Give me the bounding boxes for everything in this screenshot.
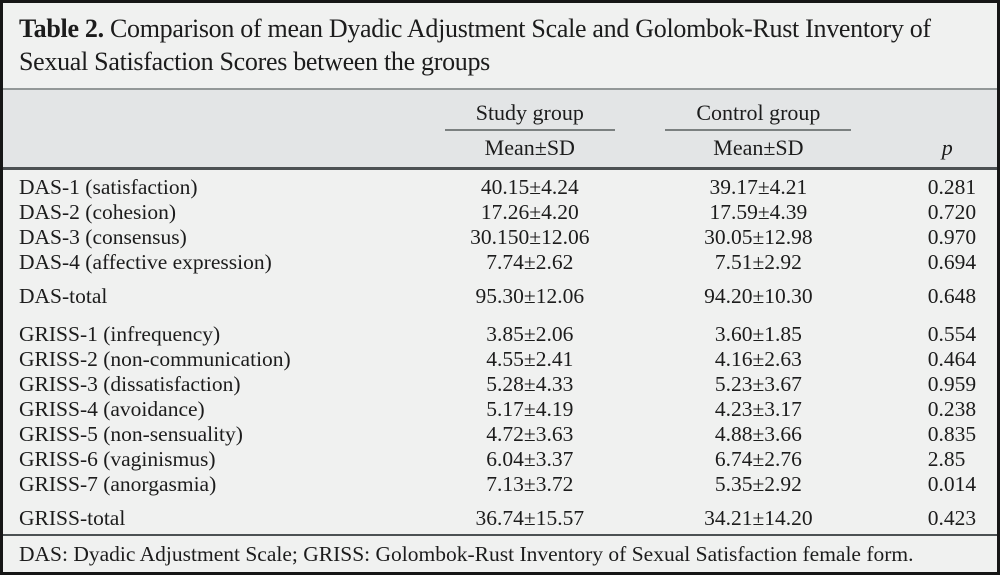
control-value: 39.17±4.21 bbox=[709, 175, 808, 199]
study-value: 95.30±12.06 bbox=[475, 284, 585, 308]
p-value: 0.238 bbox=[927, 397, 977, 421]
table-row: DAS-1 (satisfaction) 40.15±4.24 39.17±4.… bbox=[3, 175, 997, 200]
study-group-label: Study group bbox=[475, 100, 584, 125]
p-value: 0.554 bbox=[927, 322, 977, 346]
study-group-header: Study group Mean±SD bbox=[420, 98, 639, 162]
study-value: 4.72±3.63 bbox=[486, 422, 574, 446]
table-number: Table 2. bbox=[19, 14, 104, 43]
table-title-text: Comparison of mean Dyadic Adjustment Sca… bbox=[19, 14, 931, 76]
p-column-header: p bbox=[941, 135, 953, 160]
study-value: 4.55±2.41 bbox=[486, 347, 574, 371]
control-value: 5.23±3.67 bbox=[714, 372, 802, 396]
rule-above-footnote bbox=[3, 534, 997, 536]
control-value: 7.51±2.92 bbox=[714, 250, 802, 274]
control-value: 4.88±3.66 bbox=[714, 422, 802, 446]
study-value: 7.74±2.62 bbox=[486, 250, 574, 274]
control-value: 3.60±1.85 bbox=[714, 322, 802, 346]
rule-below-header bbox=[3, 167, 997, 170]
control-value: 17.59±4.39 bbox=[709, 200, 808, 224]
study-value: 6.04±3.37 bbox=[486, 447, 574, 471]
control-value: 94.20±10.30 bbox=[704, 284, 813, 308]
study-value: 40.15±4.24 bbox=[480, 175, 579, 199]
table-row: GRISS-total 36.74±15.57 34.21±14.20 0.42… bbox=[3, 506, 997, 531]
control-value: 5.35±2.92 bbox=[714, 472, 802, 496]
table-row: DAS-4 (affective expression) 7.74±2.62 7… bbox=[3, 250, 997, 275]
control-value: 34.21±14.20 bbox=[704, 506, 813, 530]
p-value: 0.835 bbox=[927, 422, 977, 446]
control-value: 6.74±2.76 bbox=[714, 447, 802, 471]
table-row: DAS-total 95.30±12.06 94.20±10.30 0.648 bbox=[3, 284, 997, 309]
p-value: 0.970 bbox=[927, 225, 977, 249]
p-value: 0.694 bbox=[927, 250, 977, 274]
study-value: 36.74±15.57 bbox=[475, 506, 585, 530]
control-value: 4.16±2.63 bbox=[714, 347, 802, 371]
table-row: GRISS-6 (vaginismus) 6.04±3.37 6.74±2.76… bbox=[3, 447, 997, 472]
p-value: 0.959 bbox=[927, 372, 977, 396]
row-label: DAS-3 (consensus) bbox=[19, 225, 187, 249]
table-row: DAS-3 (consensus) 30.150±12.06 30.05±12.… bbox=[3, 225, 997, 250]
control-mean-sd-label: Mean±SD bbox=[713, 135, 804, 160]
row-label: DAS-2 (cohesion) bbox=[19, 200, 177, 224]
row-label: GRISS-7 (anorgasmia) bbox=[19, 472, 217, 496]
study-value: 7.13±3.72 bbox=[486, 472, 574, 496]
study-value: 30.150±12.06 bbox=[470, 225, 590, 249]
p-value: 0.423 bbox=[927, 506, 977, 530]
study-mean-sd-label: Mean±SD bbox=[484, 135, 575, 160]
table-row: GRISS-5 (non-sensuality) 4.72±3.63 4.88±… bbox=[3, 422, 997, 447]
table-row: GRISS-7 (anorgasmia) 7.13±3.72 5.35±2.92… bbox=[3, 472, 997, 497]
row-label: GRISS-3 (dissatisfaction) bbox=[19, 372, 241, 396]
rule-below-title bbox=[3, 88, 997, 90]
table-row: GRISS-1 (infrequency) 3.85±2.06 3.60±1.8… bbox=[3, 322, 997, 347]
p-value: 0.720 bbox=[927, 200, 977, 224]
p-value: 0.014 bbox=[927, 472, 977, 496]
row-label: DAS-1 (satisfaction) bbox=[19, 175, 198, 199]
study-value: 5.17±4.19 bbox=[486, 397, 574, 421]
control-value: 30.05±12.98 bbox=[704, 225, 813, 249]
control-group-label: Control group bbox=[696, 100, 821, 125]
row-label: GRISS-total bbox=[19, 506, 126, 530]
p-value: 2.85 bbox=[927, 447, 966, 471]
control-group-underline bbox=[665, 129, 852, 131]
p-value: 0.648 bbox=[927, 284, 977, 308]
row-label: DAS-total bbox=[19, 284, 108, 308]
row-label: GRISS-1 (infrequency) bbox=[19, 322, 221, 346]
header-spacer bbox=[3, 98, 420, 162]
row-label: GRISS-5 (non-sensuality) bbox=[19, 422, 243, 446]
table-footnote: DAS: Dyadic Adjustment Scale; GRISS: Gol… bbox=[19, 542, 914, 566]
table-header: Study group Mean±SD Control group Mean±S… bbox=[3, 90, 997, 167]
table-row: GRISS-2 (non-communication) 4.55±2.41 4.… bbox=[3, 347, 997, 372]
table-body: DAS-1 (satisfaction) 40.15±4.24 39.17±4.… bbox=[3, 170, 997, 534]
table-row: GRISS-4 (avoidance) 5.17±4.19 4.23±3.17 … bbox=[3, 397, 997, 422]
row-label: DAS-4 (affective expression) bbox=[19, 250, 272, 274]
row-label: GRISS-2 (non-communication) bbox=[19, 347, 291, 371]
table-title: Table 2. Comparison of mean Dyadic Adjus… bbox=[3, 3, 997, 88]
table-row: GRISS-3 (dissatisfaction) 5.28±4.33 5.23… bbox=[3, 372, 997, 397]
p-value: 0.281 bbox=[927, 175, 977, 199]
p-value: 0.464 bbox=[927, 347, 977, 371]
study-value: 3.85±2.06 bbox=[486, 322, 574, 346]
control-value: 4.23±3.17 bbox=[714, 397, 802, 421]
control-group-header: Control group Mean±SD bbox=[639, 98, 878, 162]
study-value: 17.26±4.20 bbox=[480, 200, 579, 224]
study-group-underline bbox=[444, 129, 616, 131]
row-label: GRISS-4 (avoidance) bbox=[19, 397, 205, 421]
table-row: DAS-2 (cohesion) 17.26±4.20 17.59±4.39 0… bbox=[3, 200, 997, 225]
row-label: GRISS-6 (vaginismus) bbox=[19, 447, 216, 471]
study-value: 5.28±4.33 bbox=[486, 372, 574, 396]
